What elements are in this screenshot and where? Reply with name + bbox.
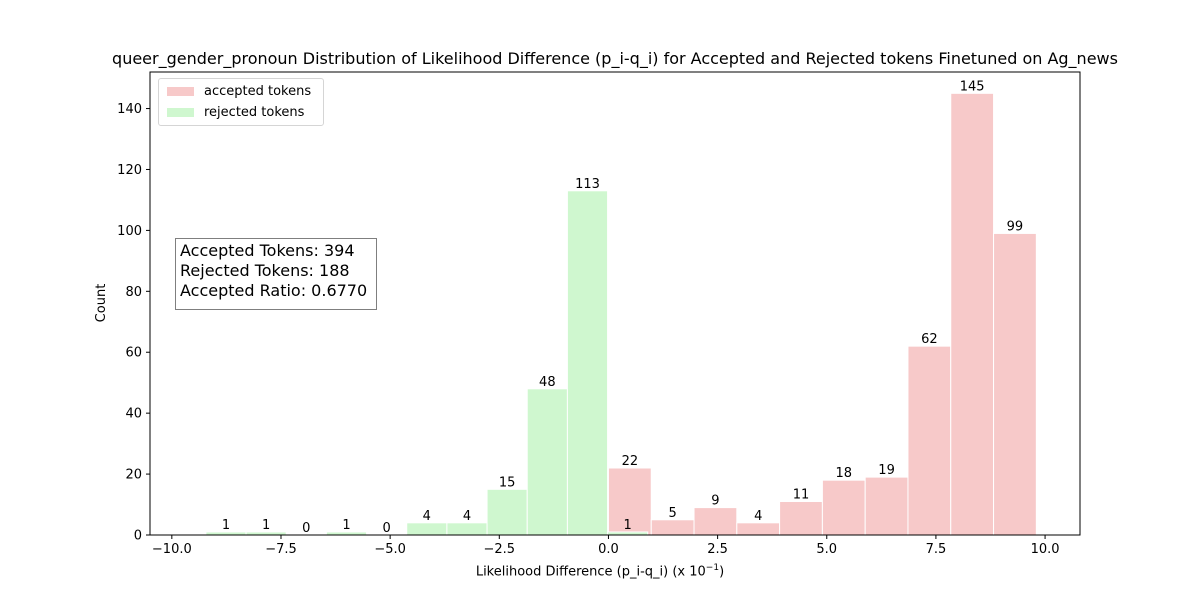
bar-accepted-8 xyxy=(950,92,995,536)
y-tick-label-5: 100 xyxy=(117,224,142,239)
data-label-accepted-3: 4 xyxy=(754,509,762,524)
bar-rejected-5 xyxy=(406,522,448,536)
data-label-rejected-2: 0 xyxy=(302,521,310,536)
data-label-accepted-7: 62 xyxy=(921,332,938,347)
accepted-ratio-text: Accepted Ratio: 0.6770 xyxy=(180,281,368,300)
x-axis-label-exponent: −1 xyxy=(705,563,720,573)
data-label-rejected-9: 113 xyxy=(575,177,600,192)
data-label-accepted-2: 9 xyxy=(711,494,719,509)
bar-accepted-1 xyxy=(650,519,695,536)
bar-rejected-9 xyxy=(566,190,609,536)
data-label-accepted-0: 22 xyxy=(622,454,639,469)
data-label-rejected-10: 1 xyxy=(624,518,632,533)
legend-label-accepted: accepted tokens xyxy=(204,83,312,99)
x-axis-label-text: Likelihood Difference (p_i-q_i) (x 10 xyxy=(475,564,706,580)
data-label-rejected-5: 4 xyxy=(423,509,431,524)
data-label-rejected-8: 48 xyxy=(539,375,556,390)
plot-frame xyxy=(149,71,1081,536)
data-label-accepted-9: 99 xyxy=(1007,219,1024,234)
x-axis-label-close: ) xyxy=(719,564,725,580)
legend-swatch-rejected xyxy=(167,107,194,117)
y-tick-label-0: 0 xyxy=(134,529,142,544)
bar-accepted-7 xyxy=(907,345,952,536)
x-axis-ticks: −10.0 −7.5 −5.0 −2.5 0.0 2.5 5.0 7.5 10.0 xyxy=(152,535,1060,557)
bar-accepted-3 xyxy=(736,522,781,536)
data-label-rejected-0: 1 xyxy=(222,518,230,533)
accepted-count-text: Accepted Tokens: 394 xyxy=(180,241,355,260)
data-label-accepted-8: 145 xyxy=(960,79,985,94)
x-tick-label-4: 0.0 xyxy=(598,542,619,557)
rejected-count-text: Rejected Tokens: 188 xyxy=(180,261,350,280)
bar-accepted-2 xyxy=(693,507,738,536)
y-axis-ticks: 0 20 40 60 80 100 120 140 xyxy=(117,102,150,544)
x-tick-label-1: −7.5 xyxy=(265,542,297,557)
data-label-accepted-6: 19 xyxy=(878,463,895,478)
y-tick-label-1: 20 xyxy=(125,468,142,483)
legend-item-rejected: rejected tokens xyxy=(167,103,304,121)
legend-label-rejected: rejected tokens xyxy=(204,104,305,120)
bar-accepted-6 xyxy=(864,476,909,536)
data-label-rejected-3: 1 xyxy=(342,518,350,533)
x-tick-label-5: 2.5 xyxy=(707,542,728,557)
bar-rejected-6 xyxy=(446,522,488,536)
data-label-rejected-1: 1 xyxy=(262,518,270,533)
bar-rejected-8 xyxy=(526,388,568,536)
y-tick-label-6: 120 xyxy=(117,163,142,178)
x-tick-label-3: −2.5 xyxy=(484,542,516,557)
bar-accepted-0 xyxy=(607,467,652,536)
y-axis-label: Count xyxy=(94,284,109,323)
chart-title: queer_gender_pronoun Distribution of Lik… xyxy=(112,49,1118,69)
y-tick-label-3: 60 xyxy=(125,346,142,361)
x-tick-label-7: 7.5 xyxy=(926,542,947,557)
legend-swatch-accepted xyxy=(167,86,194,96)
y-tick-label-2: 40 xyxy=(125,407,142,422)
y-tick-label-4: 80 xyxy=(125,285,142,300)
data-label-accepted-5: 18 xyxy=(836,466,853,481)
x-tick-label-6: 5.0 xyxy=(816,542,837,557)
bar-accepted-5 xyxy=(821,479,866,536)
bar-accepted-9 xyxy=(993,232,1037,536)
x-tick-label-0: −10.0 xyxy=(152,542,192,557)
legend: accepted tokens rejected tokens xyxy=(158,78,324,126)
x-tick-label-8: 10.0 xyxy=(1031,542,1060,557)
x-tick-label-2: −5.0 xyxy=(374,542,406,557)
stats-annotation: Accepted Tokens: 394 Rejected Tokens: 18… xyxy=(175,238,377,310)
data-label-rejected-7: 15 xyxy=(499,475,516,490)
legend-item-accepted: accepted tokens xyxy=(167,82,311,100)
data-label-rejected-4: 0 xyxy=(383,521,391,536)
bar-rejected-7 xyxy=(486,488,528,536)
data-label-rejected-6: 4 xyxy=(463,509,471,524)
bars-layer xyxy=(205,92,1037,536)
data-label-accepted-1: 5 xyxy=(668,506,676,521)
bar-accepted-4 xyxy=(779,500,823,536)
data-label-accepted-4: 11 xyxy=(793,487,810,502)
y-tick-label-7: 140 xyxy=(117,102,142,117)
x-axis-label: Likelihood Difference (p_i-q_i) (x 10−1) xyxy=(0,563,1200,579)
